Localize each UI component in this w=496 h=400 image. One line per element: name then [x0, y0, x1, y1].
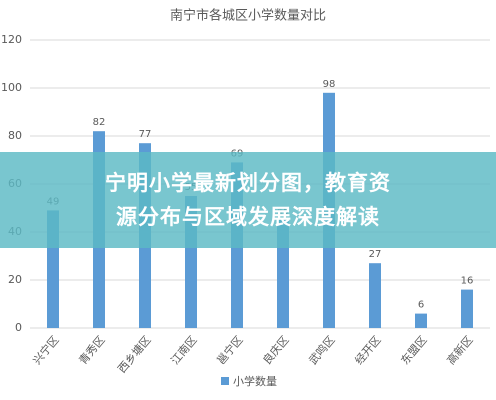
- x-tick-label: 武鸣区: [306, 333, 338, 367]
- y-tick-label: 120: [1, 33, 22, 46]
- legend-swatch: [221, 377, 229, 385]
- bar: [461, 289, 473, 328]
- value-label: 6: [418, 300, 424, 311]
- x-tick-label: 经开区: [352, 334, 383, 368]
- x-tick-label: 青秀区: [76, 334, 107, 368]
- legend-label: 小学数量: [233, 374, 277, 388]
- y-tick-label: 100: [1, 81, 22, 94]
- x-tick-label: 江南区: [168, 334, 199, 368]
- bar: [415, 313, 427, 328]
- banner: 宁明小学最新划分图，教育资 源分布与区域发展深度解读: [0, 152, 496, 248]
- value-label: 77: [139, 129, 152, 140]
- chart-title: 南宁市各城区小学数量对比: [170, 8, 326, 24]
- value-label: 16: [461, 276, 474, 287]
- y-tick-label: 80: [8, 129, 22, 142]
- y-tick-label: 20: [8, 273, 22, 286]
- x-tick-label: 兴宁区: [30, 333, 62, 367]
- bar: [369, 263, 381, 328]
- x-tick-label: 高新区: [444, 333, 476, 367]
- value-label: 27: [369, 249, 382, 260]
- value-label: 82: [93, 117, 106, 128]
- banner-line: 宁明小学最新划分图，教育资: [105, 171, 391, 195]
- banner-line: 源分布与区域发展深度解读: [116, 205, 380, 229]
- value-label: 98: [323, 79, 336, 90]
- x-tick-label: 良庆区: [260, 333, 292, 367]
- x-tick-label: 邕宁区: [214, 333, 246, 367]
- y-tick-label: 0: [15, 321, 22, 334]
- x-tick-label: 东盟区: [398, 334, 429, 368]
- x-tick-label: 西乡塘区: [115, 333, 154, 376]
